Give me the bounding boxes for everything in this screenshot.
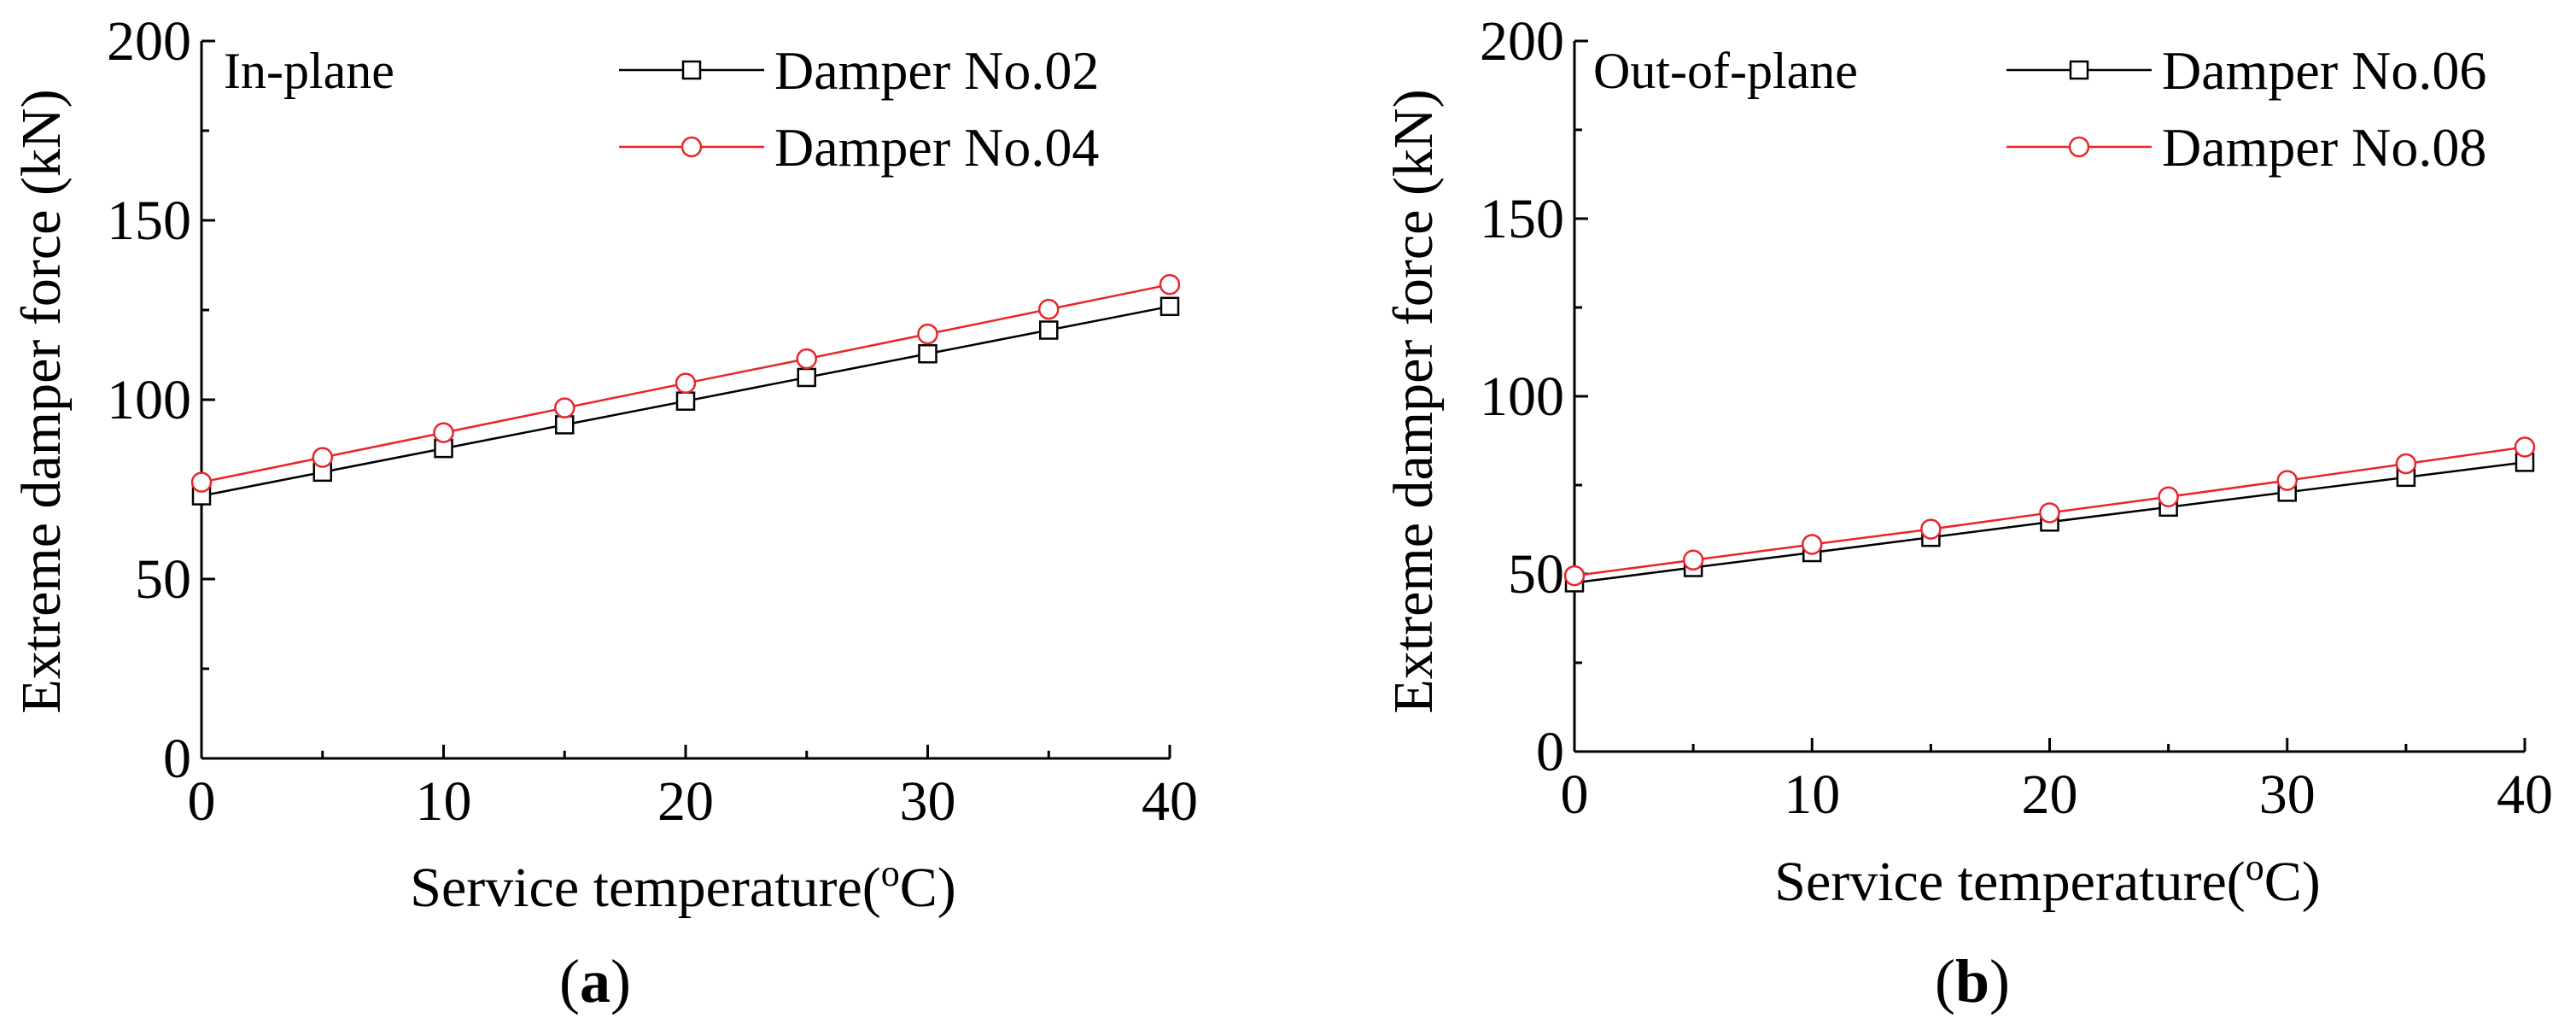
legend-label-damper-no-08: Damper No.08 [2162,117,2486,178]
plot-area-b: 0 50 100 150 200 0 10 20 30 40 Damper No.06 Damper … [1480,10,2553,826]
data-point-damper-no-02 [555,415,575,435]
x-tick-label-b: 20 [2022,764,2078,826]
x-tick-label-a: 20 [657,770,714,833]
data-point-damper-no-08 [2039,502,2060,524]
data-point-damper-no-08 [2276,470,2298,491]
y-tick-label-b: 0 [1536,721,1564,783]
x-tick-label-a: 0 [188,770,216,833]
data-point-damper-no-08 [2395,453,2417,475]
x-tick-label-b: 30 [2259,764,2316,826]
data-point-damper-no-04 [312,447,333,468]
data-point-damper-no-02 [918,343,938,364]
x-tick-label-b: 10 [1784,764,1840,826]
x-axis-title-b-superscript: o [2246,846,2264,888]
data-point-damper-no-04 [796,348,817,370]
data-point-damper-no-08 [1920,518,1942,540]
data-point-damper-no-02 [1159,296,1180,317]
legend-label-damper-no-02: Damper No.02 [774,40,1099,101]
x-tick-label-a: 30 [900,770,956,833]
y-tick-label-a: 200 [107,10,191,73]
y-tick-label-b: 50 [1508,543,1564,606]
x-tick-label-a: 40 [1142,770,1198,833]
y-axis-title-b: Extreme damper force (kN) [1382,89,1445,713]
y-tick-label-b: 200 [1480,10,1564,73]
chart-panel-a: 0 50 100 150 200 0 10 20 30 40 Damper No.02 Damper … [10,10,1198,1015]
data-point-damper-no-08 [1802,534,1823,555]
data-point-damper-no-02 [1039,320,1059,340]
x-axis-title-a: Service temperature(oC) [410,852,956,919]
data-point-damper-no-04 [554,397,575,418]
subfigure-label-b: (b) [1935,947,2010,1015]
x-axis-title-a-main: Service temperature( [410,857,881,919]
data-point-damper-no-08 [1563,565,1586,587]
y-tick-label-a: 0 [163,728,191,790]
data-point-damper-no-04 [433,422,454,443]
subfigure-label-a-letter: a [580,947,610,1015]
data-point-damper-no-08 [2158,486,2179,507]
subfigure-label-a: (a) [559,947,631,1015]
data-point-damper-no-08 [1682,549,1704,571]
plot-area-a: 0 50 100 150 200 0 10 20 30 40 Damper No.02 Damper … [107,10,1198,833]
legend-marker-damper-no-08 [2068,136,2090,158]
y-axis-title-a: Extreme damper force (kN) [10,89,73,713]
legend-marker-damper-no-06 [2069,60,2089,80]
data-point-damper-no-02 [675,391,696,411]
x-tick-label-a: 10 [416,770,472,833]
y-tick-label-a: 100 [107,369,191,431]
data-point-damper-no-04 [917,323,938,345]
x-axis-title-b: Service temperature(oC) [1774,846,2321,913]
data-point-damper-no-02 [797,367,816,388]
x-axis-title-a-unit: C) [900,857,956,919]
legend-marker-damper-no-04 [681,136,703,158]
data-point-damper-no-08 [2514,436,2536,458]
legend-marker-damper-no-02 [681,60,702,80]
data-point-damper-no-04 [190,471,213,493]
legend-label-damper-no-06: Damper No.06 [2162,40,2486,101]
y-tick-label-a: 150 [107,190,191,252]
chart-panel-b: 0 50 100 150 200 0 10 20 30 40 Damper No.06 Damper … [1382,10,2553,1015]
data-point-damper-no-04 [675,372,697,394]
data-point-damper-no-04 [1159,273,1181,295]
x-axis-title-b-unit: C) [2264,851,2321,913]
y-tick-label-a: 50 [135,548,191,611]
data-point-damper-no-04 [1038,298,1060,320]
annotation-out-of-plane: Out-of-plane [1593,43,1858,99]
y-tick-label-b: 150 [1480,188,1564,250]
annotation-in-plane: In-plane [224,43,394,99]
y-tick-label-b: 100 [1480,366,1564,428]
x-axis-title-b-main: Service temperature( [1774,851,2246,913]
legend-label-damper-no-04: Damper No.04 [774,117,1099,178]
subfigure-label-b-letter: b [1955,947,1989,1015]
x-tick-label-b: 0 [1561,764,1589,826]
x-axis-title-a-superscript: o [881,852,900,894]
x-tick-label-b: 40 [2497,764,2553,826]
